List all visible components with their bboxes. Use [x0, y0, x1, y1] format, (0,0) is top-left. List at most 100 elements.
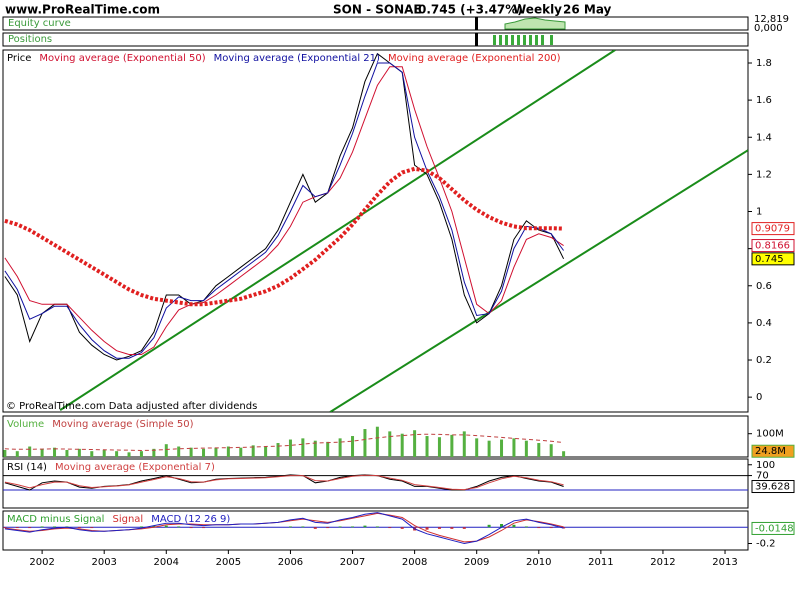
y-tick-label: 1 [756, 207, 762, 218]
bar [338, 438, 342, 457]
annotation: © ProRealTime.com Data adjusted after di… [6, 401, 257, 412]
bar [562, 451, 566, 457]
bar [28, 446, 32, 457]
y-tick-label: 0 [756, 392, 762, 403]
series-line [4, 433, 564, 452]
bar [549, 444, 553, 457]
series-line [4, 512, 564, 545]
bar [115, 451, 119, 457]
bar [251, 445, 255, 457]
plot-area [3, 474, 748, 491]
equity-value: 0,000 [754, 23, 783, 34]
value-tag-label: 24.8M [755, 446, 786, 457]
x-tick-label: 2004 [154, 557, 179, 568]
legend-entry: Moving average (Simple 50) [52, 419, 193, 430]
bar [437, 527, 441, 529]
plot-area [4, 50, 748, 412]
bar [425, 527, 429, 530]
panel-frame [2, 458, 749, 509]
bar [177, 526, 181, 528]
bar [537, 527, 541, 529]
bar [462, 431, 466, 457]
bar [375, 526, 379, 528]
bar [77, 448, 81, 457]
bar [288, 439, 292, 457]
positions-marker [475, 33, 478, 46]
equity-value: 12,819 [754, 14, 789, 25]
bar [3, 450, 7, 457]
value-tag-label: 0.9079 [755, 224, 790, 235]
bar [437, 437, 441, 457]
y-tick-label: 1.8 [756, 58, 772, 69]
x-tick-label: 2002 [29, 557, 54, 568]
y-tick-label: 0.6 [756, 281, 772, 292]
bar [226, 446, 230, 457]
value-tag [751, 521, 795, 535]
bar [288, 526, 292, 528]
y-tick-label: 1.2 [756, 169, 772, 180]
bar [214, 447, 218, 457]
bar [53, 447, 57, 457]
quote: 0.745 (+3.47%) [418, 3, 523, 17]
bar [487, 440, 491, 457]
series-line [4, 52, 565, 361]
bar [139, 526, 143, 528]
bar [202, 527, 206, 529]
bar [475, 438, 479, 457]
bar [301, 526, 305, 528]
y-tick-label: 70 [756, 471, 769, 482]
value-tag [751, 252, 795, 266]
legend-entry: Price [7, 53, 31, 64]
bar [326, 441, 330, 457]
x-tick-label: 2006 [278, 557, 303, 568]
bar [189, 447, 193, 457]
bar [388, 527, 392, 529]
legend-entry: Moving average (Exponential 7) [55, 462, 215, 473]
bar [375, 426, 379, 457]
bar [65, 450, 69, 457]
legend-entry: MACD minus Signal [7, 514, 104, 525]
bar [77, 527, 81, 529]
series-line [4, 474, 564, 491]
panel-frame [2, 49, 749, 413]
bar [139, 451, 143, 457]
bar [363, 525, 367, 528]
value-tag [751, 222, 795, 236]
y-tick-label: 100M [756, 429, 784, 440]
bar [177, 446, 181, 457]
date: 26 May [563, 3, 612, 17]
series-line [4, 66, 564, 355]
bar [400, 527, 404, 529]
bar [276, 443, 280, 457]
bar [164, 525, 168, 528]
bar [189, 527, 193, 529]
x-tick-label: 2003 [91, 557, 116, 568]
position-bars [493, 35, 553, 45]
bar [53, 526, 57, 528]
positions-panel [2, 32, 749, 47]
value-tag [751, 444, 795, 458]
value-tag [751, 480, 795, 494]
trend-line [329, 149, 748, 412]
equity-title: Equity curve [8, 18, 71, 29]
value-tag [751, 239, 795, 253]
x-tick-label: 2008 [402, 557, 427, 568]
bar [326, 527, 330, 529]
bar [313, 527, 317, 529]
x-tick-label: 2013 [712, 557, 737, 568]
bar [90, 451, 94, 457]
trend-line [59, 50, 616, 411]
x-tick-label: 2011 [588, 557, 613, 568]
period: Weekly [513, 3, 562, 17]
panel-frame [2, 510, 749, 551]
bar [152, 448, 156, 457]
bar [351, 526, 355, 528]
symbol: SON - SONAE [333, 3, 422, 17]
y-tick-label: 1.6 [756, 95, 772, 106]
bar [450, 434, 454, 457]
y-tick-label: 1.4 [756, 132, 772, 143]
bar [202, 448, 206, 457]
legend-entry: Moving average (Exponential 200) [388, 53, 561, 64]
bar [524, 526, 528, 528]
bar [363, 429, 367, 457]
